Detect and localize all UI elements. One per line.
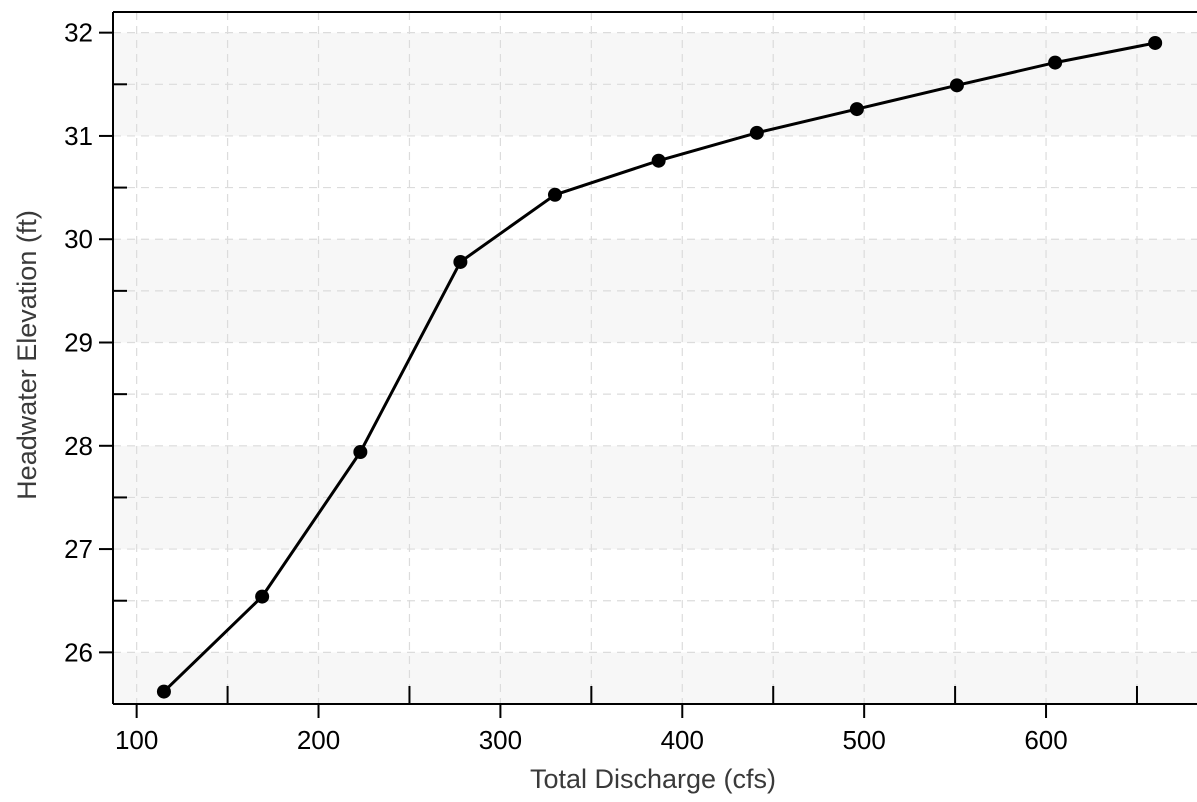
data-point	[156, 684, 171, 699]
plot-band	[113, 135, 1197, 240]
plot-band	[113, 549, 1197, 653]
plot-band	[113, 652, 1197, 704]
grid	[113, 12, 1197, 705]
x-axis: 100 200 300 400 500 600	[115, 686, 1138, 755]
data-point	[453, 254, 468, 269]
y-tick-label: 28	[64, 431, 93, 461]
y-axis: 26 27 28 29 30 31 32	[64, 18, 127, 705]
data-point	[849, 102, 864, 117]
y-tick-label: 31	[64, 121, 93, 151]
y-tick-label: 27	[64, 534, 93, 564]
plot-band	[113, 32, 1197, 136]
data-point	[949, 78, 964, 93]
y-tick-label: 29	[64, 328, 93, 358]
plot-band	[113, 445, 1197, 550]
data-point	[353, 444, 368, 459]
y-tick-label: 26	[64, 637, 93, 667]
plot-band	[113, 239, 1197, 343]
data-point	[547, 187, 562, 202]
plot-background	[113, 12, 1197, 704]
data-point	[1048, 55, 1063, 70]
plot-frame	[112, 11, 1197, 705]
y-axis-title: Headwater Elevation (ft)	[12, 210, 42, 500]
x-tick-label: 300	[479, 725, 522, 755]
plot-band	[113, 342, 1197, 446]
x-tick-label: 500	[842, 725, 885, 755]
data-point	[749, 125, 764, 140]
x-axis-title: Total Discharge (cfs)	[530, 764, 776, 794]
series	[156, 35, 1163, 699]
x-tick-label: 600	[1024, 725, 1067, 755]
x-tick-label: 200	[297, 725, 340, 755]
x-tick-label: 400	[661, 725, 704, 755]
y-tick-label: 32	[64, 18, 93, 48]
y-tick-label: 30	[64, 224, 93, 254]
data-point	[255, 589, 270, 604]
data-point	[1148, 35, 1163, 50]
x-tick-label: 100	[115, 725, 158, 755]
plot-band	[113, 12, 1197, 33]
data-point	[651, 153, 666, 168]
